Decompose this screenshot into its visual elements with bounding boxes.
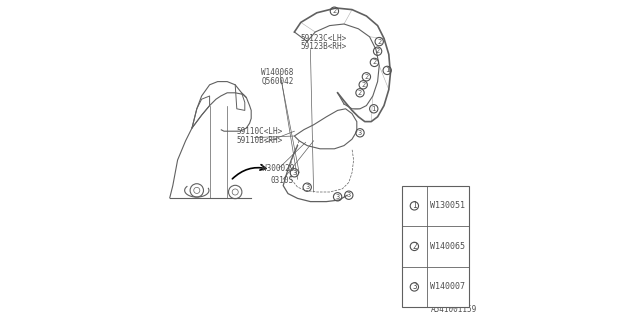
- Text: W130051: W130051: [430, 201, 465, 210]
- Text: 59123B<RH>: 59123B<RH>: [301, 42, 347, 51]
- Text: 2: 2: [364, 74, 369, 80]
- Text: 1: 1: [412, 201, 417, 210]
- Text: 2: 2: [412, 242, 417, 251]
- Text: 1: 1: [385, 68, 389, 73]
- Text: 2: 2: [358, 90, 362, 96]
- Text: W140065: W140065: [430, 242, 465, 251]
- Text: W140068: W140068: [261, 68, 293, 76]
- Text: 0310S: 0310S: [270, 176, 294, 185]
- Text: 3: 3: [358, 130, 362, 136]
- Text: 3: 3: [412, 283, 417, 292]
- Text: 2: 2: [372, 60, 376, 65]
- Text: 59110B<RH>: 59110B<RH>: [237, 136, 283, 145]
- Text: 2: 2: [376, 48, 380, 54]
- Text: 2: 2: [332, 8, 337, 14]
- Text: 1: 1: [372, 106, 376, 112]
- Text: W140007: W140007: [430, 283, 465, 292]
- Text: 3: 3: [335, 194, 340, 200]
- FancyBboxPatch shape: [402, 186, 468, 307]
- Text: 3: 3: [305, 184, 309, 190]
- Text: 2: 2: [377, 39, 381, 44]
- Text: W300029: W300029: [262, 164, 294, 172]
- Text: 2: 2: [361, 82, 365, 88]
- Text: 3: 3: [292, 170, 296, 176]
- Text: 3: 3: [347, 192, 351, 198]
- Text: 59110C<LH>: 59110C<LH>: [237, 127, 283, 136]
- Text: Q560042: Q560042: [262, 77, 294, 86]
- Text: 59123C<LH>: 59123C<LH>: [301, 34, 347, 43]
- Text: A541001159: A541001159: [431, 305, 477, 314]
